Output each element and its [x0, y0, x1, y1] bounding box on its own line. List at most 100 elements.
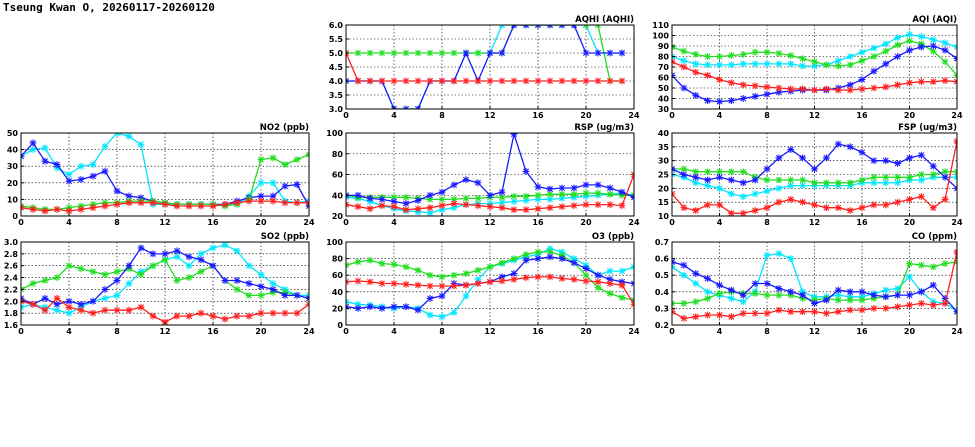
data-point-red [751, 207, 759, 214]
data-point-red [113, 200, 121, 208]
data-point-green [582, 271, 590, 279]
data-point-red [161, 200, 169, 208]
data-point-cyan [739, 60, 747, 68]
data-point-red [41, 207, 49, 215]
x-tick-label: 0 [669, 111, 675, 120]
data-point-cyan [763, 60, 771, 68]
data-point-blue [834, 140, 842, 148]
data-point-green [29, 280, 37, 287]
y-tick-label: 40 [7, 146, 19, 155]
data-point-green [704, 295, 712, 302]
x-tick-label: 16 [856, 218, 868, 227]
data-point-blue [906, 154, 913, 162]
data-point-blue [257, 192, 265, 200]
page-title: Tseung Kwan O, 20260117-20260120 [3, 1, 215, 14]
data-point-blue [570, 259, 578, 267]
x-tick-label: 16 [532, 111, 544, 120]
x-tick-label: 12 [484, 327, 495, 336]
data-point-blue [245, 280, 253, 287]
data-point-red [704, 72, 712, 79]
data-point-red [834, 86, 842, 94]
data-point-green [486, 263, 494, 271]
data-point-red [941, 196, 949, 203]
y-tick-label: 4.0 [329, 77, 344, 86]
data-point-blue [558, 184, 566, 192]
data-point-green [534, 191, 542, 199]
chart-rsp: 0 4 8 12 16 20 24 20 40 60 80 100 RSP (ug/m3) [326, 123, 640, 227]
data-point-blue [751, 93, 759, 100]
data-point-red [787, 196, 795, 203]
data-point-cyan [787, 255, 795, 262]
data-point-red [894, 303, 902, 311]
data-point-red [185, 312, 193, 320]
data-point-red [799, 198, 807, 206]
x-tick-label: 8 [764, 111, 770, 120]
data-point-red [486, 278, 494, 286]
data-point-blue [474, 179, 482, 187]
data-point-cyan [546, 196, 554, 203]
data-point-red [354, 203, 362, 211]
x-tick-label: 24 [628, 327, 640, 336]
data-point-red [546, 204, 554, 212]
data-point-green [41, 277, 49, 284]
data-point-green [692, 298, 700, 306]
data-point-red [929, 78, 937, 86]
x-tick-label: 20 [255, 327, 267, 336]
data-point-cyan [834, 291, 842, 299]
y-tick-label: 0.3 [655, 304, 669, 313]
y-tick-label: 60 [658, 74, 670, 83]
data-point-green [906, 37, 913, 45]
data-point-blue [378, 196, 386, 203]
data-point-blue [775, 88, 783, 96]
data-point-green [53, 274, 61, 281]
data-point-blue [41, 157, 49, 165]
data-point-cyan [426, 209, 434, 216]
data-point-red [498, 77, 506, 85]
data-point-cyan [692, 60, 700, 68]
data-point-cyan [558, 194, 566, 202]
y-tick-label: 20 [332, 212, 344, 221]
x-tick-label: 12 [809, 327, 820, 336]
data-point-cyan [811, 62, 818, 70]
data-point-red [582, 277, 590, 285]
data-point-green [450, 49, 458, 57]
data-point-green [233, 286, 241, 293]
data-point-red [366, 205, 374, 213]
data-point-blue [704, 97, 712, 104]
data-point-red [739, 309, 747, 317]
series-group [21, 242, 309, 325]
data-point-red [257, 309, 265, 317]
data-point-blue [799, 291, 807, 299]
data-point-blue [751, 176, 759, 184]
data-point-blue [858, 76, 866, 83]
data-point-red [858, 204, 866, 212]
data-point-red [558, 203, 566, 211]
data-point-cyan [751, 60, 759, 68]
data-point-red [149, 312, 157, 320]
x-tick-label: 12 [809, 111, 820, 120]
data-point-green [941, 168, 949, 176]
data-point-green [438, 49, 446, 57]
data-point-red [414, 77, 422, 85]
data-point-green [811, 58, 818, 66]
data-point-blue [354, 305, 362, 312]
x-tick-label: 0 [343, 218, 349, 227]
data-point-red [570, 77, 578, 85]
data-point-green [763, 176, 771, 184]
series-group [672, 31, 957, 106]
data-point-red [834, 308, 842, 316]
data-point-red [426, 204, 434, 212]
data-point-red [941, 300, 949, 307]
data-point-red [929, 204, 937, 212]
data-point-green [692, 51, 700, 58]
data-point-red [378, 202, 386, 210]
data-point-red [474, 280, 482, 287]
y-tick-label: 0 [12, 212, 18, 221]
data-point-red [41, 306, 49, 314]
x-tick-label: 16 [856, 111, 868, 120]
data-point-blue [680, 171, 688, 178]
x-tick-label: 8 [439, 111, 445, 120]
data-point-cyan [221, 242, 229, 249]
y-tick-label: 40 [658, 95, 670, 104]
data-point-red [510, 206, 518, 214]
